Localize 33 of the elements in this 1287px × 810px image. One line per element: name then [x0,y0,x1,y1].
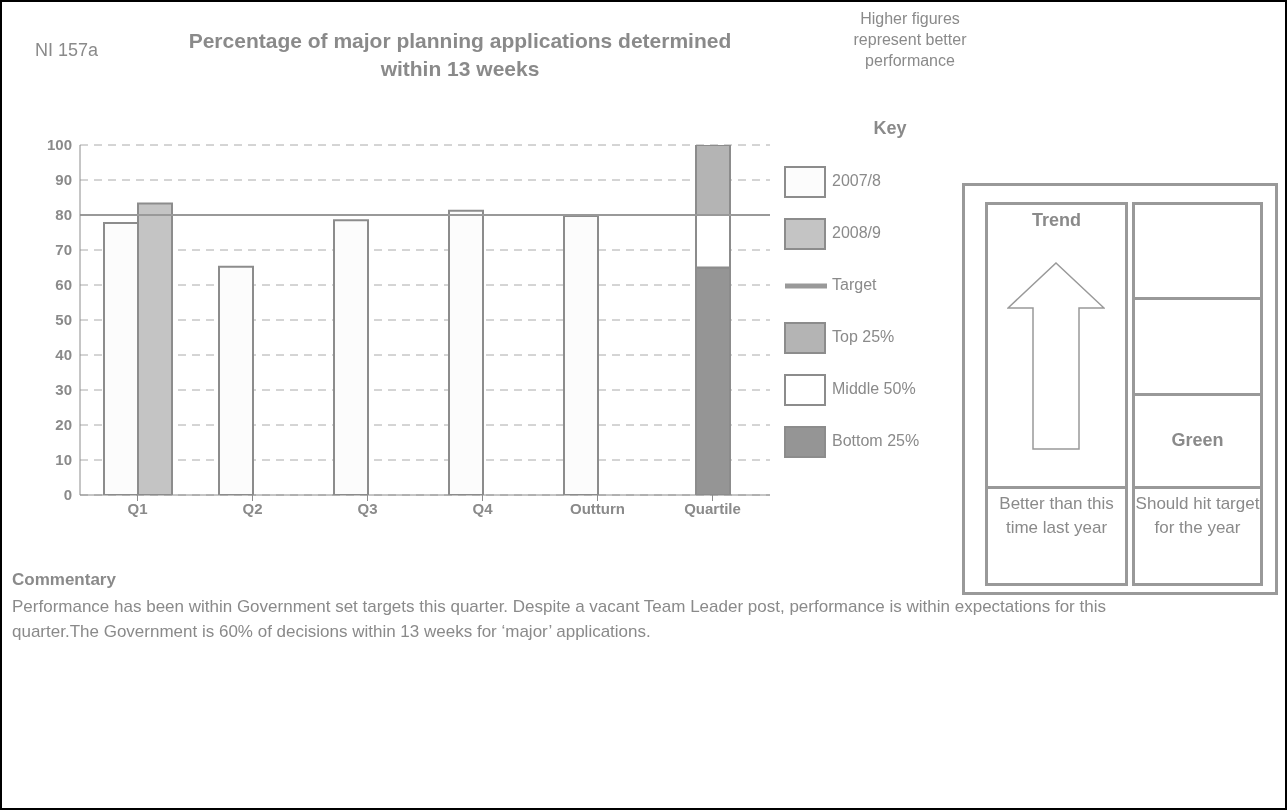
y-tick-label: 50 [55,311,72,329]
legend-label: Bottom 25% [832,432,920,450]
legend-title: Key [872,118,908,140]
x-tick-label: Q1 [127,499,148,517]
legend-label: Target [832,276,877,294]
text: Performance has been within Government set targets this quarter. Despite a vacant Team Leader post, performance is within expectations for this quarter.The Government is 60% of decisions within 13 weeks for ‘major’ applications. [12,596,1107,643]
y-tick-label: 10 [55,451,72,469]
y-tick-label: 20 [55,416,72,434]
legend-label: Top 25% [832,328,895,346]
y-tick-label: 60 [55,276,72,294]
text: Trend [1031,210,1082,231]
y-tick-label: 100 [46,136,72,154]
text: Commentary [12,570,116,590]
legend-label: 2008/9 [832,224,881,242]
y-tick-label: 80 [55,206,72,224]
x-tick-label: Q3 [357,499,378,517]
legend-label: 2007/8 [832,172,881,190]
x-tick-label: Q4 [472,499,494,517]
legend-label: Middle 50% [832,380,916,398]
y-tick-label: 90 [55,171,72,189]
y-tick-label: 40 [55,346,72,364]
text: NI 157a [35,40,99,61]
x-tick-label: Quartile [684,499,741,517]
y-tick-label: 30 [55,381,72,399]
x-tick-label: Outturn [570,499,625,517]
text: Should hit target for the year [1135,493,1260,539]
y-tick-label: 0 [63,486,72,504]
text: Green [1170,430,1225,451]
chart-title: Percentage of major planning applications determined within 13 weeks [187,28,733,82]
text: Better than this time last year [998,493,1115,539]
x-tick-label: Q2 [242,499,263,517]
y-tick-label: 70 [55,241,72,259]
text: Higher figures represent better performance [852,9,968,71]
